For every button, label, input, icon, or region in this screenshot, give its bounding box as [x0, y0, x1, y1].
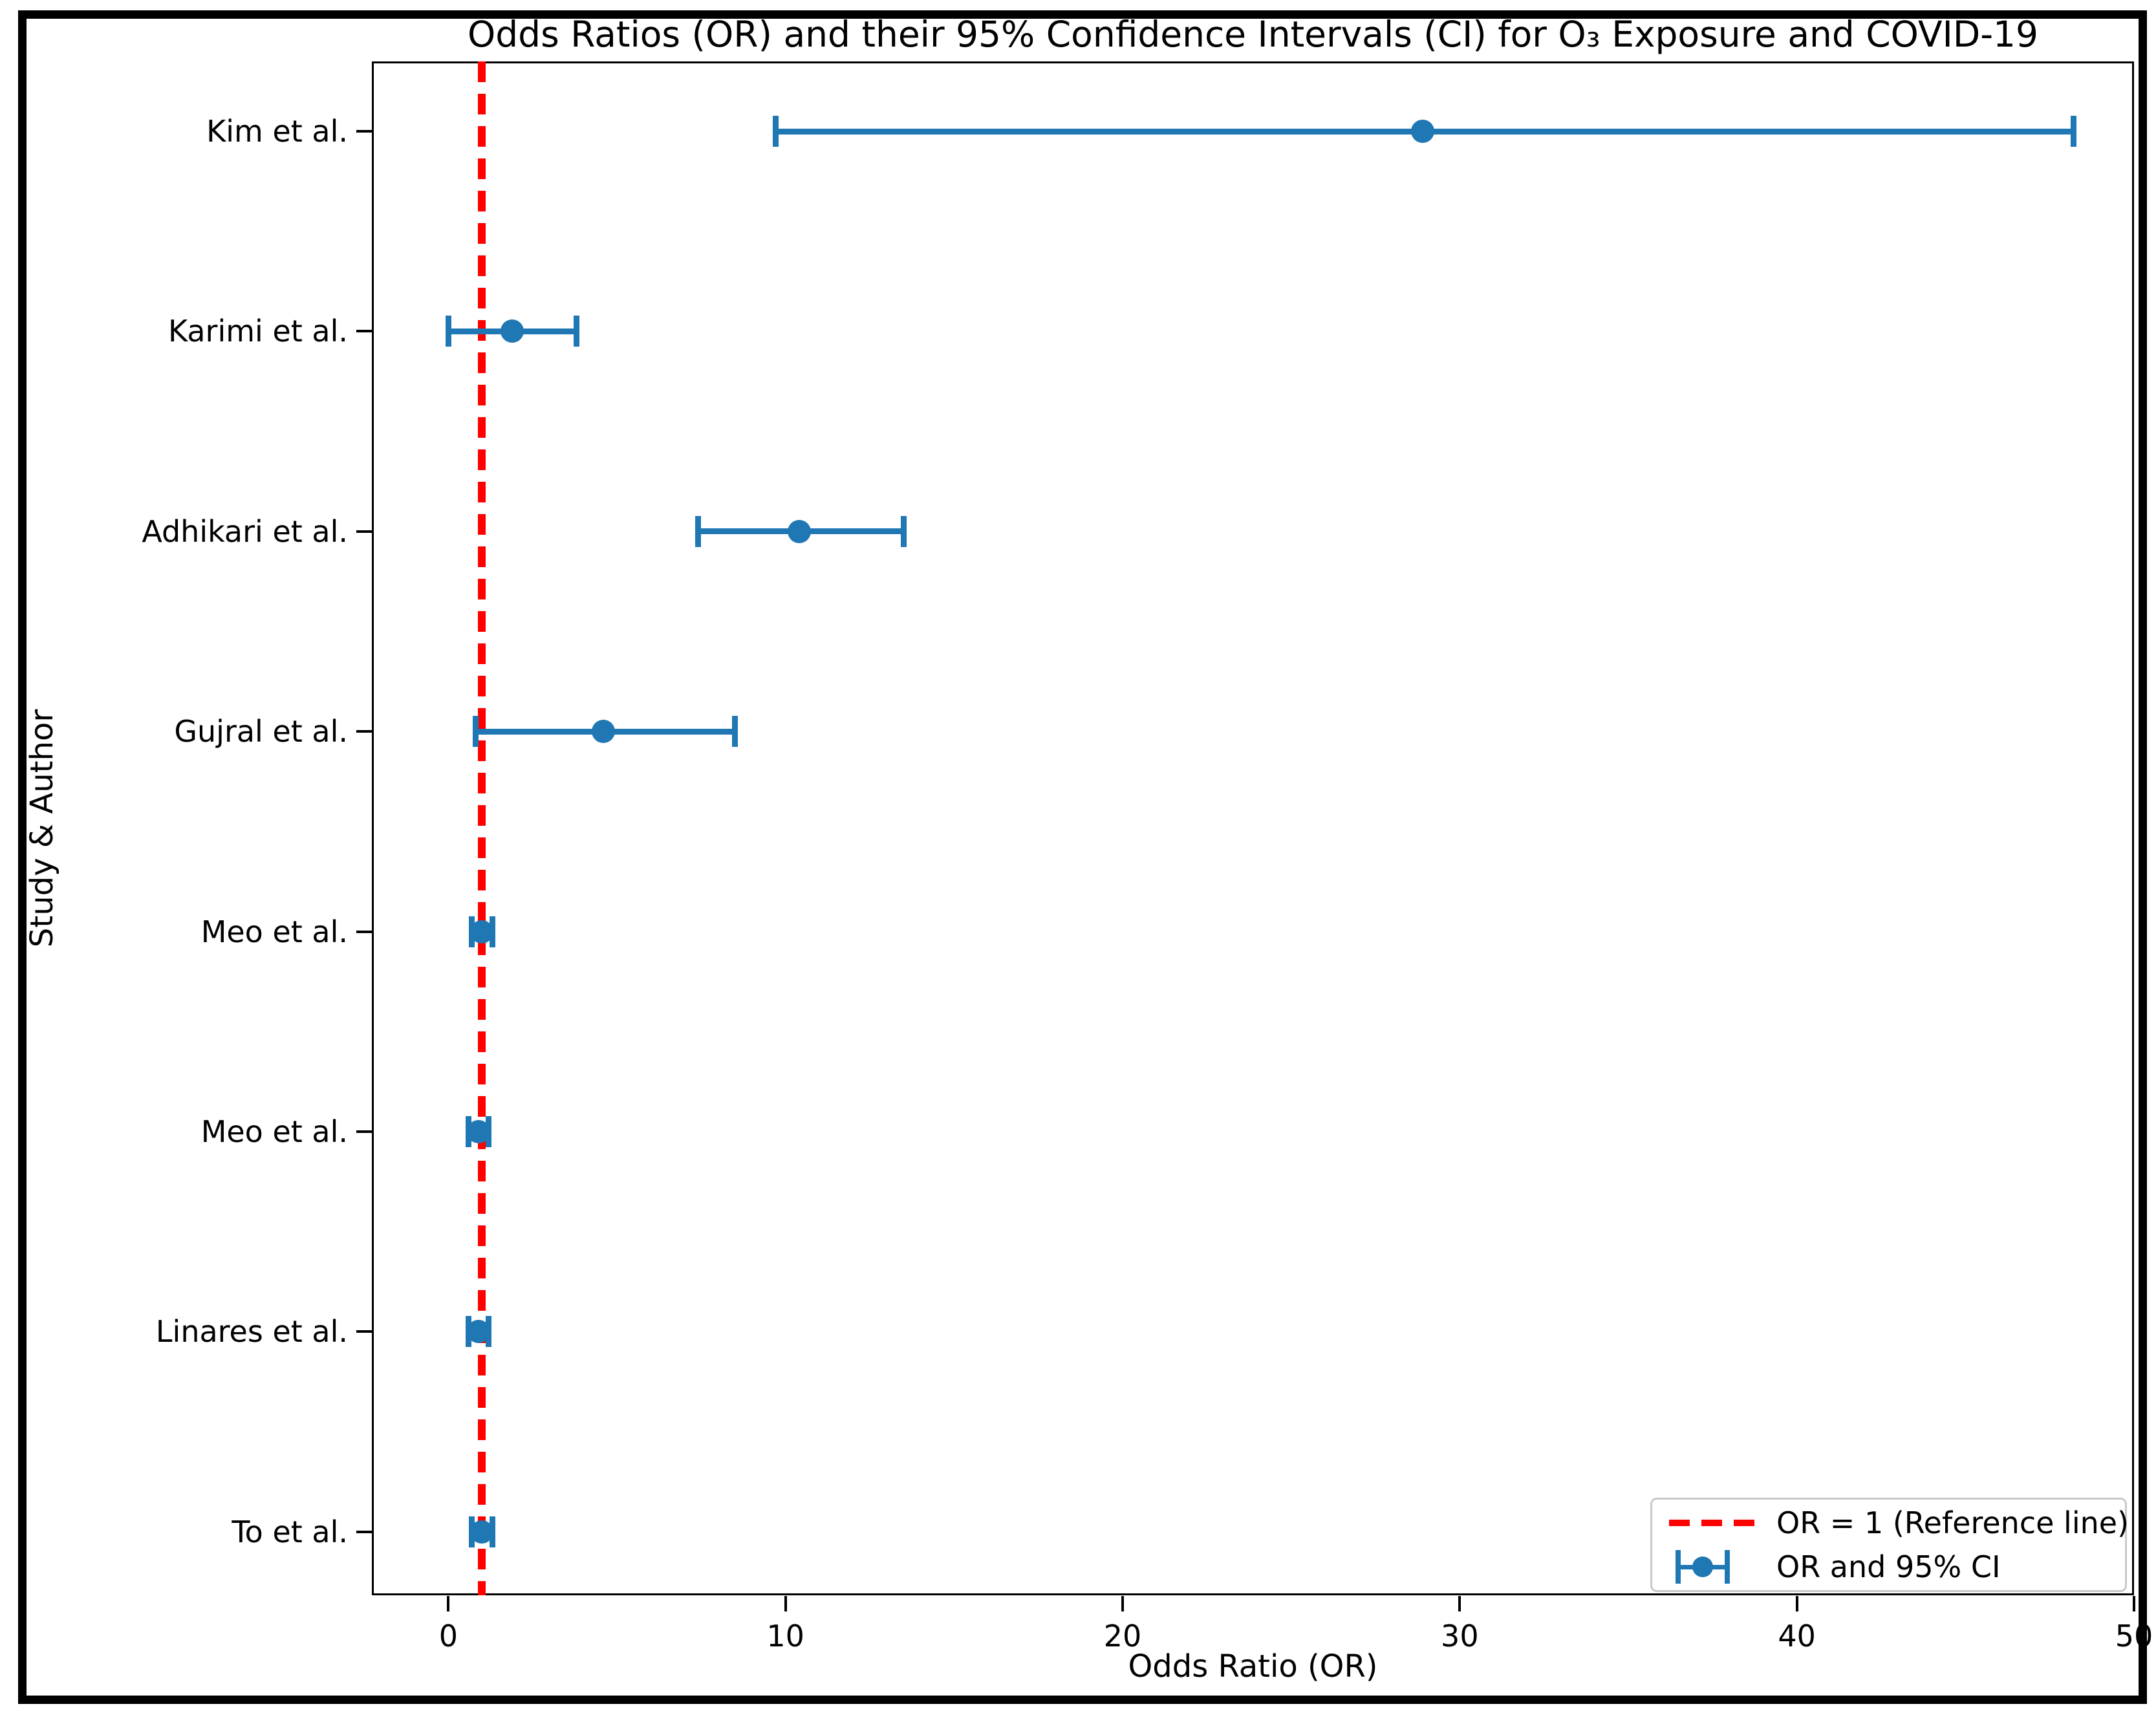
- error-bar-cap: [731, 716, 738, 748]
- y-tick: [356, 330, 372, 333]
- legend-errorbar-icon: [1669, 1545, 1754, 1589]
- x-tick: [2133, 1596, 2135, 1611]
- x-axis-title: Odds Ratio (OR): [1128, 1648, 1378, 1685]
- legend-entry-reference-line: OR = 1 (Reference line): [1669, 1501, 2129, 1545]
- or-marker: [1410, 120, 1434, 143]
- y-tick-label: Kim et al.: [206, 114, 348, 149]
- error-bar-cap: [695, 515, 701, 547]
- x-tick-label: 40: [1778, 1619, 1816, 1654]
- or-marker: [467, 1120, 491, 1143]
- red-dash-swatch: [1669, 1520, 1754, 1526]
- x-tick: [1458, 1596, 1461, 1611]
- y-tick: [356, 930, 372, 933]
- chart-title: Odds Ratios (OR) and their 95% Confidenc…: [467, 14, 2039, 55]
- or-marker: [787, 519, 811, 543]
- y-tick: [356, 1330, 372, 1333]
- x-tick: [447, 1596, 450, 1611]
- x-tick: [1795, 1596, 1798, 1611]
- y-tick: [356, 130, 372, 133]
- error-bar-cap: [772, 116, 779, 147]
- y-tick-label: Gujral et al.: [174, 714, 348, 749]
- x-tick-label: 10: [766, 1619, 804, 1654]
- error-bar-cap: [573, 316, 579, 347]
- y-tick: [356, 1130, 372, 1133]
- x-tick: [784, 1596, 787, 1611]
- y-tick-label: Karimi et al.: [168, 314, 348, 349]
- x-tick-label: 20: [1103, 1619, 1142, 1654]
- x-tick: [1121, 1596, 1124, 1611]
- x-tick-label: 30: [1441, 1619, 1479, 1654]
- y-tick: [356, 1530, 372, 1533]
- error-bar-cap: [472, 716, 479, 748]
- figure-outer-border: [18, 10, 2147, 1704]
- legend-entry-or-ci: OR and 95% CI: [1669, 1545, 2125, 1589]
- error-bar-cap: [445, 316, 451, 347]
- x-tick-label: 50: [2115, 1619, 2153, 1654]
- y-tick: [356, 730, 372, 733]
- y-tick-label: Adhikari et al.: [142, 513, 348, 549]
- legend: OR = 1 (Reference line) OR and 95% CI: [1650, 1498, 2129, 1592]
- errorbar-cap-swatch: [1725, 1550, 1730, 1584]
- or-marker: [592, 720, 616, 744]
- errorbar-dot-swatch: [1692, 1557, 1713, 1577]
- legend-series-label: OR and 95% CI: [1776, 1549, 2001, 1584]
- legend-ref-label: OR = 1 (Reference line): [1776, 1505, 2129, 1540]
- y-tick-label: Meo et al.: [200, 1114, 348, 1149]
- y-tick-label: To et al.: [232, 1514, 348, 1549]
- error-bar-cap: [2070, 116, 2076, 147]
- legend-dash-icon: [1669, 1501, 1754, 1545]
- y-tick: [356, 530, 372, 533]
- y-tick-label: Linares et al.: [155, 1314, 348, 1350]
- x-tick-label: 0: [438, 1619, 458, 1654]
- plot-area: [372, 61, 2134, 1595]
- y-tick-label: Meo et al.: [200, 914, 348, 949]
- or-marker: [470, 920, 494, 943]
- reference-line: [478, 61, 486, 1595]
- or-marker: [467, 1320, 491, 1344]
- or-marker: [470, 1520, 494, 1544]
- or-marker: [501, 319, 524, 343]
- error-bar-cap: [900, 515, 907, 547]
